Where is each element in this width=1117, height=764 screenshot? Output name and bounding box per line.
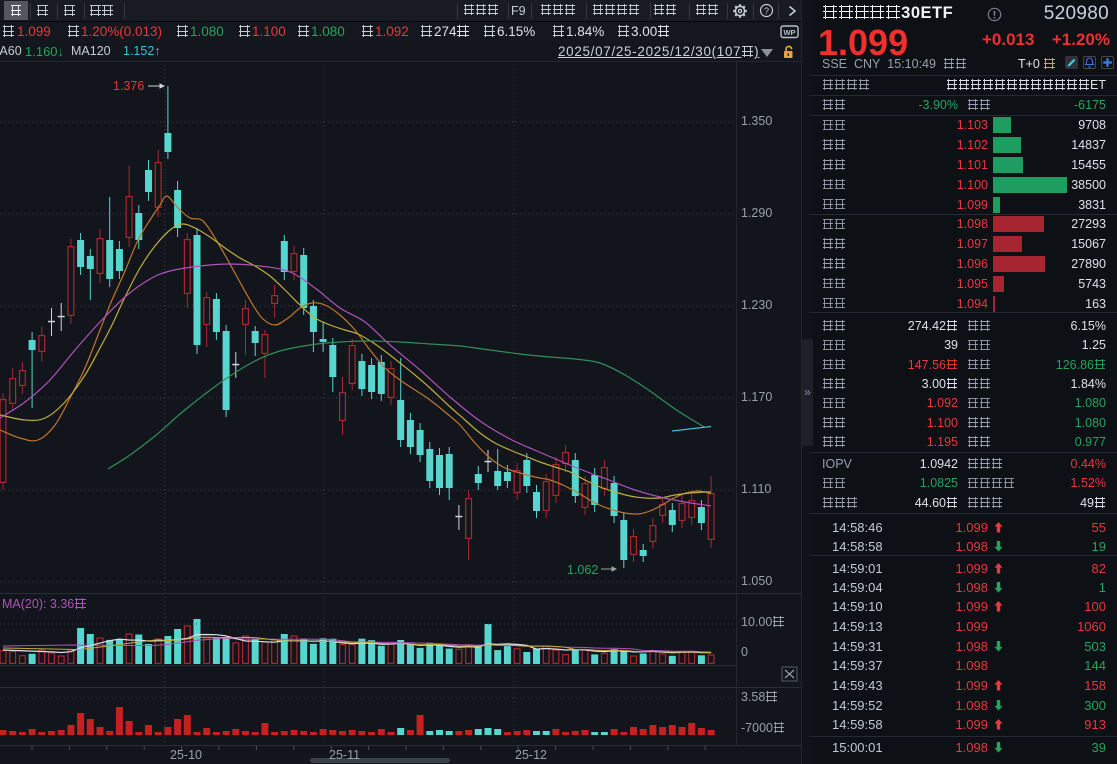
svg-text:1.376: 1.376	[113, 79, 144, 93]
svg-text:WP: WP	[783, 28, 795, 37]
svg-text:1.062: 1.062	[567, 563, 598, 577]
svg-text:?: ?	[764, 6, 769, 16]
